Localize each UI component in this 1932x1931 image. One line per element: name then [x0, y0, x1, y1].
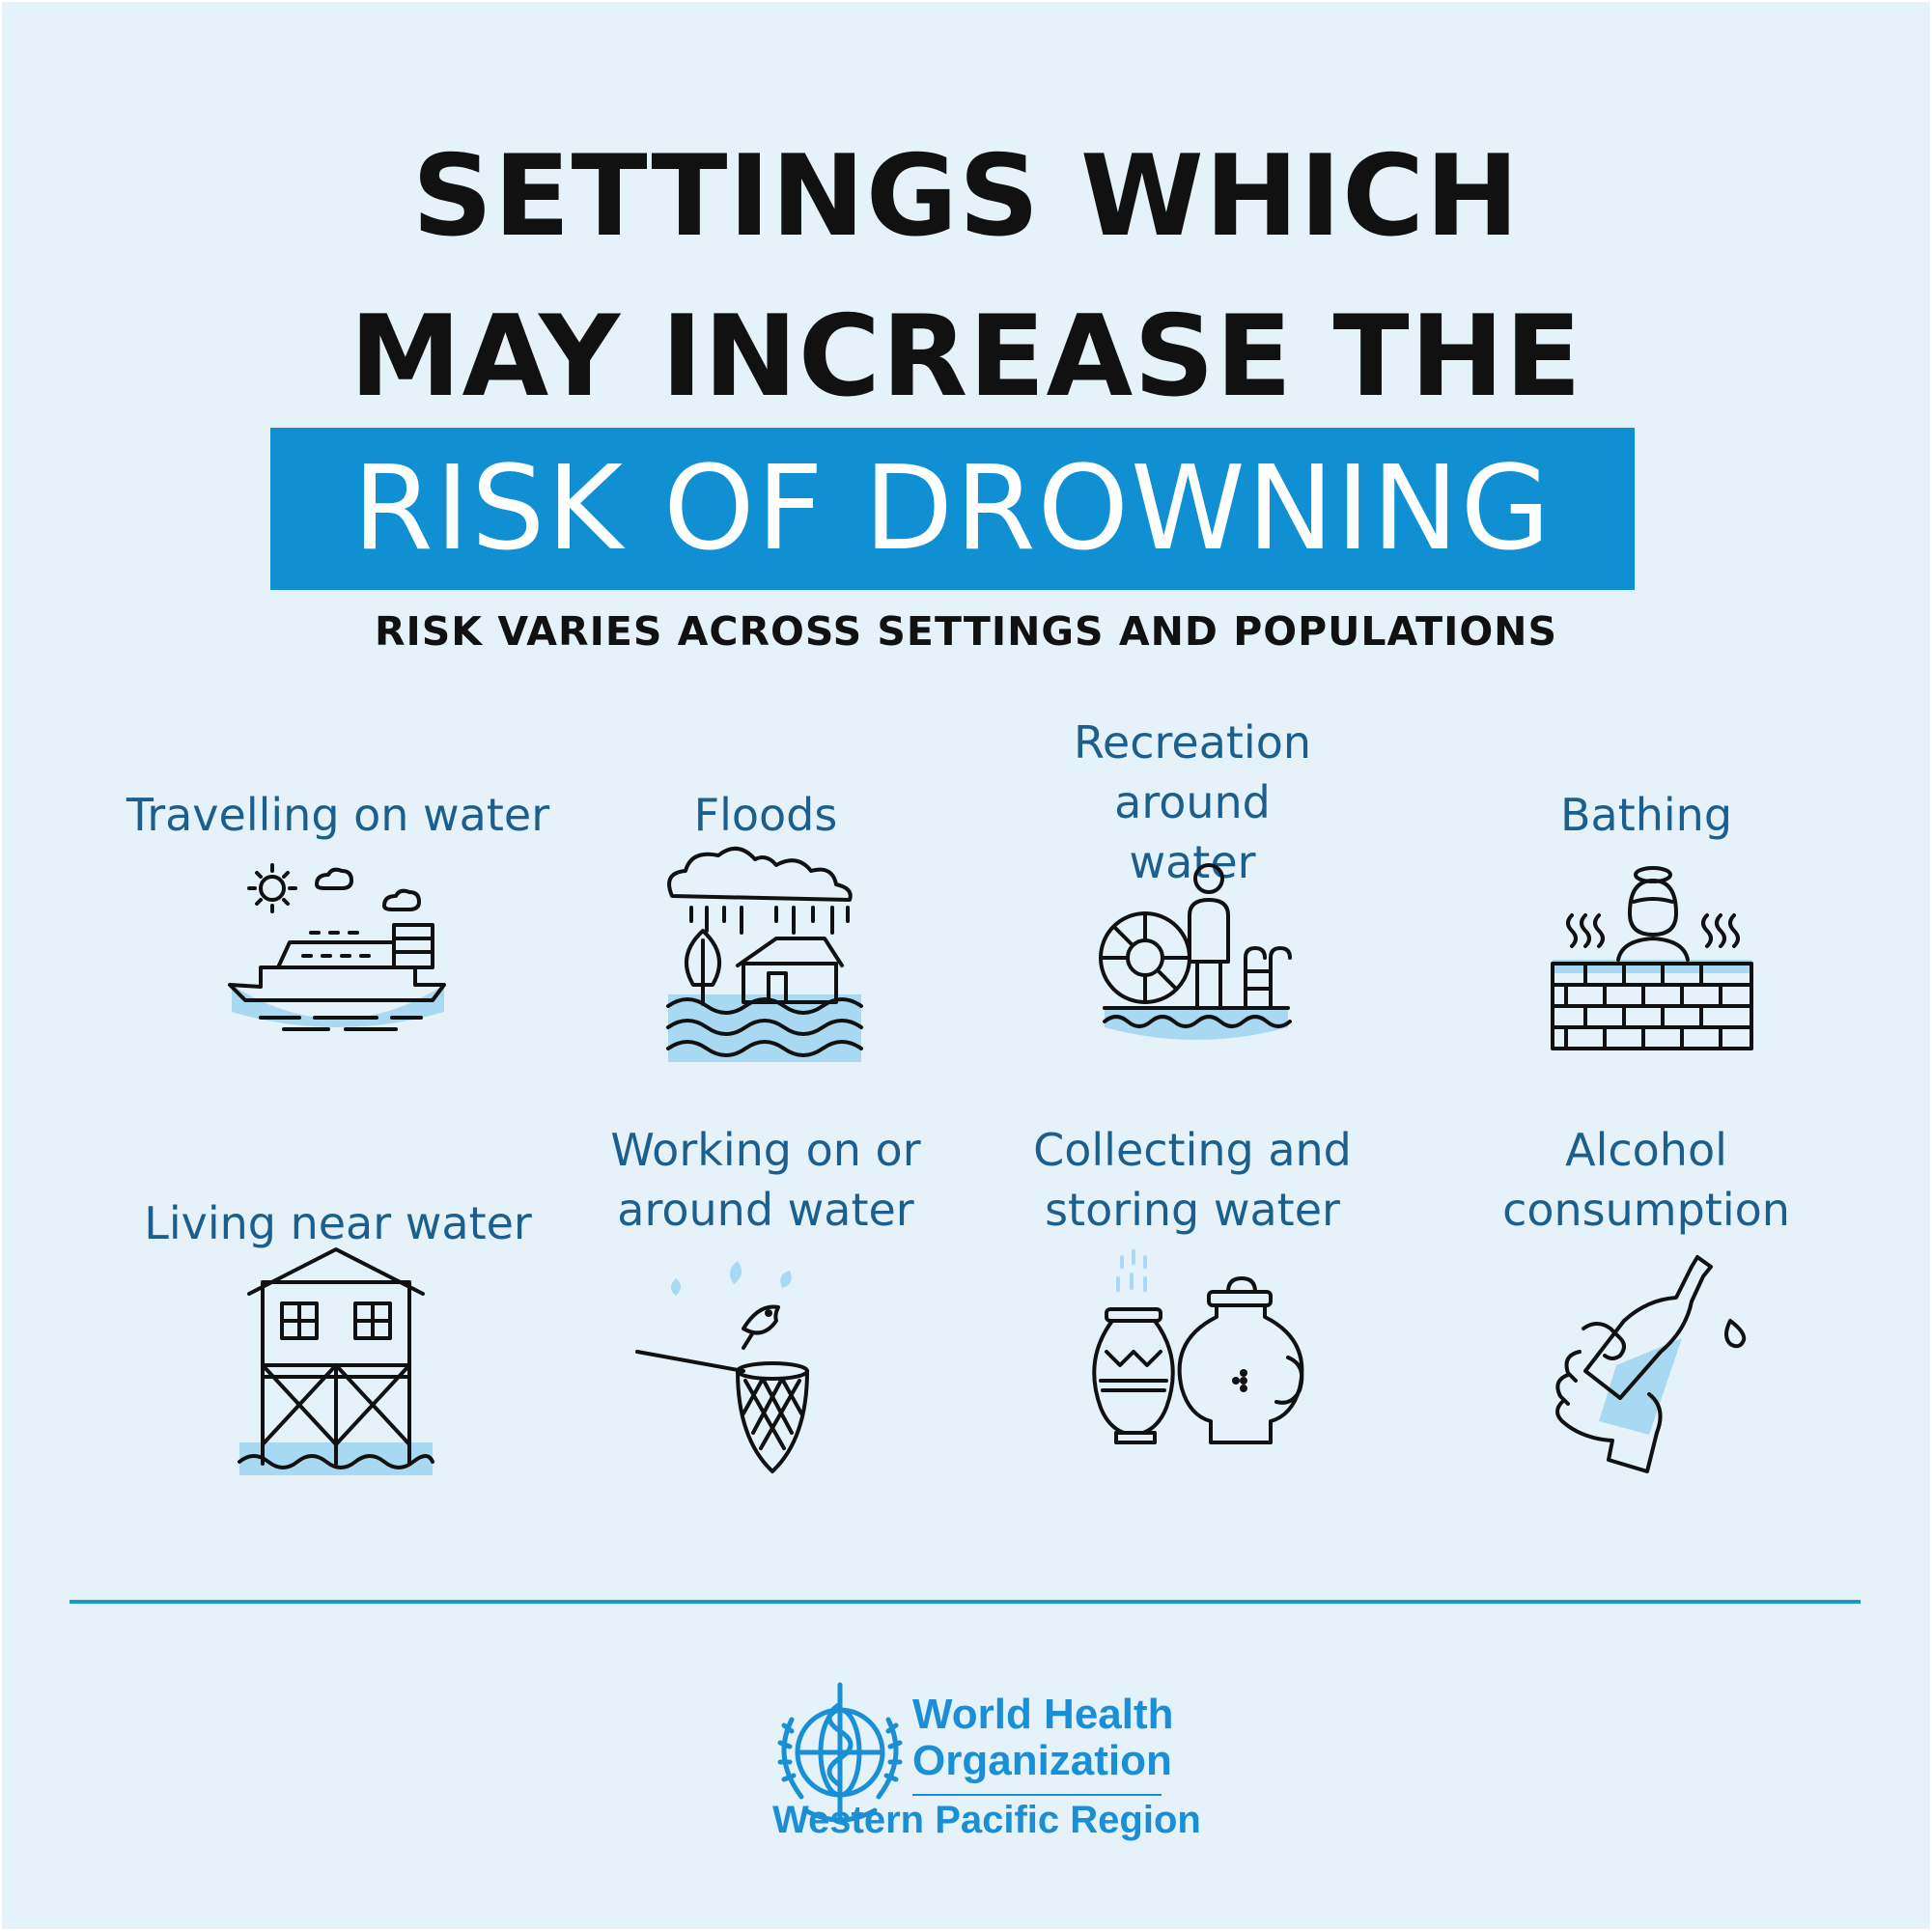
setting-label: Travelling on water	[126, 789, 550, 841]
who-name: World Health Organization	[912, 1692, 1174, 1784]
title-line-1: SETTINGS WHICH	[411, 131, 1521, 262]
setting-working-on-water: Working on or around water	[539, 1120, 993, 1240]
who-region: Western Pacific Region	[772, 1799, 1201, 1841]
recreation-icon	[1081, 848, 1313, 1079]
setting-bathing: Bathing	[1419, 755, 1873, 845]
setting-label: Alcohol consumption	[1502, 1124, 1790, 1236]
setting-label: Floods	[693, 789, 838, 841]
setting-alcohol: Alcohol consumption	[1419, 1120, 1873, 1240]
who-name-line1: World Health	[912, 1691, 1174, 1738]
stilt-house-icon	[220, 1245, 452, 1477]
setting-label: Living near water	[144, 1197, 532, 1249]
setting-travelling-on-water: Travelling on water	[111, 755, 565, 845]
who-emblem-icon	[763, 1665, 917, 1839]
setting-floods: Floods	[539, 755, 993, 845]
water-jars-icon	[1074, 1249, 1305, 1483]
divider	[70, 1600, 1861, 1604]
who-rule	[912, 1794, 1162, 1796]
alcohol-bottle-icon	[1535, 1251, 1767, 1483]
title-highlight: RISK OF DROWNING	[352, 441, 1553, 576]
who-name-line2: Organization	[912, 1737, 1172, 1784]
setting-label: Collecting and storing water	[1033, 1124, 1352, 1236]
setting-collecting-water: Collecting and storing water	[966, 1120, 1419, 1240]
subtitle: RISK VARIES ACROSS SETTINGS AND POPULATI…	[374, 608, 1558, 655]
setting-recreation: Recreation around water	[966, 713, 1419, 892]
bathing-icon	[1537, 848, 1769, 1079]
title-highlight-box: RISK OF DROWNING	[270, 428, 1635, 590]
boat-icon	[222, 850, 454, 1081]
title-line-2: MAY INCREASE THE	[350, 292, 1582, 422]
flood-icon	[649, 840, 881, 1072]
setting-label: Recreation around water	[1074, 716, 1311, 888]
setting-label: Bathing	[1559, 789, 1733, 841]
setting-living-near-water: Living near water	[111, 1163, 565, 1253]
setting-label: Working on or around water	[610, 1124, 921, 1236]
fishing-net-icon	[635, 1255, 869, 1487]
